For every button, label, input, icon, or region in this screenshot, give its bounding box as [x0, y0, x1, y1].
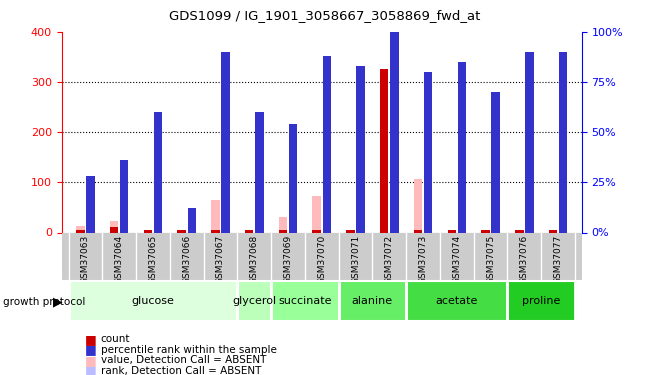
Bar — [322, 56, 331, 232]
Bar — [414, 179, 422, 232]
Text: GSM37075: GSM37075 — [486, 235, 495, 284]
Bar — [279, 217, 287, 232]
Text: alanine: alanine — [352, 296, 393, 306]
Text: proline: proline — [522, 296, 560, 306]
Bar — [120, 160, 129, 232]
Bar — [76, 226, 85, 232]
Text: value, Detection Call = ABSENT: value, Detection Call = ABSENT — [101, 356, 266, 365]
Text: ■: ■ — [84, 354, 96, 367]
Bar — [120, 160, 129, 232]
Text: GSM37064: GSM37064 — [114, 235, 124, 284]
Text: GSM37077: GSM37077 — [554, 235, 563, 284]
Bar — [255, 112, 263, 232]
Text: GSM37063: GSM37063 — [81, 235, 90, 284]
Bar — [211, 230, 220, 232]
Bar — [549, 230, 557, 232]
Bar — [110, 228, 118, 232]
Text: GSM37066: GSM37066 — [182, 235, 191, 284]
Text: ■: ■ — [84, 333, 96, 346]
Bar — [279, 230, 287, 232]
Bar — [271, 281, 339, 321]
Text: GSM37073: GSM37073 — [419, 235, 428, 284]
Text: glycerol: glycerol — [232, 296, 276, 306]
Bar — [177, 230, 186, 232]
Bar — [448, 230, 456, 232]
Text: GSM37069: GSM37069 — [283, 235, 292, 284]
Bar — [481, 230, 489, 232]
Text: GDS1099 / IG_1901_3058667_3058869_fwd_at: GDS1099 / IG_1901_3058667_3058869_fwd_at — [169, 9, 481, 22]
Bar — [144, 230, 152, 232]
Bar — [559, 52, 567, 232]
Bar — [491, 92, 500, 232]
Text: count: count — [101, 334, 130, 344]
Bar — [322, 56, 331, 232]
Bar — [86, 176, 95, 232]
Bar — [515, 230, 523, 232]
Bar — [458, 62, 466, 232]
Bar — [414, 230, 422, 232]
Bar — [424, 72, 432, 232]
Text: GSM37076: GSM37076 — [520, 235, 529, 284]
Text: percentile rank within the sample: percentile rank within the sample — [101, 345, 277, 355]
Text: GSM37065: GSM37065 — [148, 235, 157, 284]
Bar — [356, 66, 365, 232]
Text: GSM37068: GSM37068 — [250, 235, 259, 284]
Text: GSM37072: GSM37072 — [385, 235, 394, 284]
Bar — [188, 209, 196, 232]
Bar — [390, 0, 398, 232]
Bar — [255, 112, 263, 232]
Text: GSM37067: GSM37067 — [216, 235, 225, 284]
Bar — [313, 230, 321, 232]
Bar — [356, 66, 365, 232]
Bar — [86, 176, 95, 232]
Bar — [211, 200, 220, 232]
Bar — [221, 52, 229, 232]
Bar — [346, 230, 355, 232]
Bar — [110, 222, 118, 232]
Text: rank, Detection Call = ABSENT: rank, Detection Call = ABSENT — [101, 366, 261, 375]
Text: succinate: succinate — [278, 296, 332, 306]
Bar — [76, 230, 85, 232]
Text: ▶: ▶ — [53, 296, 63, 308]
Bar — [424, 72, 432, 232]
Bar — [289, 124, 297, 232]
Text: GSM37071: GSM37071 — [351, 235, 360, 284]
Bar — [237, 281, 271, 321]
Bar — [154, 112, 162, 232]
Text: GSM37074: GSM37074 — [452, 235, 462, 284]
Bar — [406, 281, 508, 321]
Bar — [154, 112, 162, 232]
Bar — [508, 281, 575, 321]
Text: glucose: glucose — [131, 296, 174, 306]
Bar — [221, 52, 229, 232]
Text: GSM37070: GSM37070 — [317, 235, 326, 284]
Bar — [245, 230, 254, 232]
Text: acetate: acetate — [436, 296, 478, 306]
Text: ■: ■ — [84, 344, 96, 356]
Text: growth protocol: growth protocol — [3, 297, 86, 307]
Bar — [380, 69, 389, 232]
Bar — [559, 52, 567, 232]
Bar — [491, 92, 500, 232]
Bar — [525, 52, 534, 232]
Text: ■: ■ — [84, 364, 96, 375]
Bar — [458, 62, 466, 232]
Bar — [525, 52, 534, 232]
Bar — [313, 196, 321, 232]
Bar — [68, 281, 237, 321]
Bar — [188, 209, 196, 232]
Bar — [289, 124, 297, 232]
Bar — [339, 281, 406, 321]
